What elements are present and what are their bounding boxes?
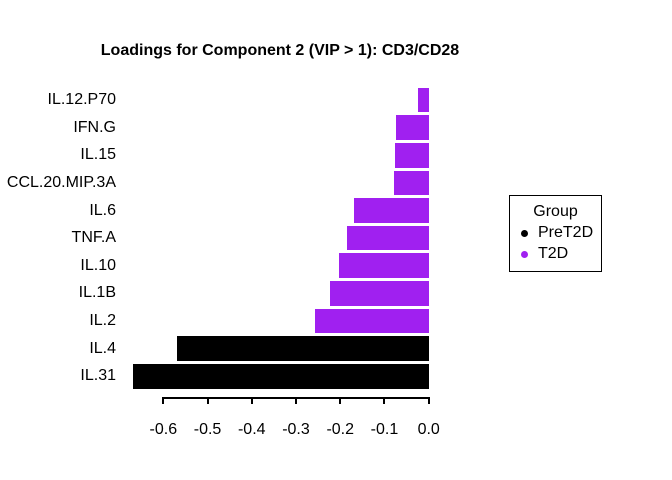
chart-title: Loadings for Component 2 (VIP > 1): CD3/…: [100, 42, 460, 59]
y-axis-label: CCL.20.MIP.3A: [6, 173, 116, 191]
x-axis-line: [162, 397, 430, 399]
y-axis-label: IL.15: [80, 146, 116, 164]
legend-item: T2D: [510, 244, 601, 264]
x-axis-tick: [162, 399, 165, 404]
x-axis-tick-label: 0.0: [417, 421, 440, 438]
bar-il-31: [133, 364, 429, 389]
legend: Group PreT2D T2D: [509, 195, 602, 272]
legend-item: PreT2D: [510, 223, 601, 243]
y-axis-label: IL.12.P70: [47, 91, 117, 108]
x-axis-tick: [250, 399, 253, 404]
x-axis-tick: [339, 399, 342, 404]
y-axis-label: IL.4: [89, 339, 116, 357]
x-axis-tick-label: -0.3: [282, 421, 310, 438]
bar-il-1b: [330, 281, 429, 306]
x-axis-tick-label: -0.6: [149, 421, 178, 438]
bar-il-6: [353, 198, 429, 223]
y-axis-label: IL.10: [80, 256, 116, 274]
legend-label: PreT2D: [538, 224, 594, 241]
bar-il-15: [394, 142, 429, 168]
x-axis-tick: [427, 399, 430, 404]
bar-il-4: [176, 336, 429, 361]
bar-il-2: [315, 308, 429, 334]
legend-dot: [521, 229, 528, 237]
x-axis-tick: [295, 399, 297, 404]
x-axis-tick-label: -0.1: [370, 421, 399, 438]
y-axis-label: IFN.G: [73, 118, 116, 136]
x-axis-tick-label: -0.4: [237, 421, 266, 438]
x-axis-tick: [206, 399, 209, 404]
x-axis-tick-label: -0.2: [326, 421, 355, 438]
y-axis-label: IL.6: [89, 201, 116, 219]
bar-tnf-a: [346, 225, 429, 251]
bar-il-12-p70: [417, 87, 429, 113]
bar-il-10: [338, 253, 429, 279]
y-axis-label: IL.31: [80, 367, 116, 385]
y-axis-label: IL.2: [89, 312, 116, 330]
legend-dot: [521, 250, 528, 258]
y-axis-label: TNF.A: [71, 229, 116, 247]
x-axis-tick-label: -0.5: [193, 421, 222, 438]
x-axis-tick: [383, 399, 386, 404]
legend-label: T2D: [538, 245, 569, 262]
legend-title: Group: [533, 203, 578, 220]
bar-ccl-20-mip-3a: [393, 170, 429, 196]
bar-ifn-g: [395, 115, 429, 140]
y-axis-label: IL.1B: [78, 284, 116, 302]
